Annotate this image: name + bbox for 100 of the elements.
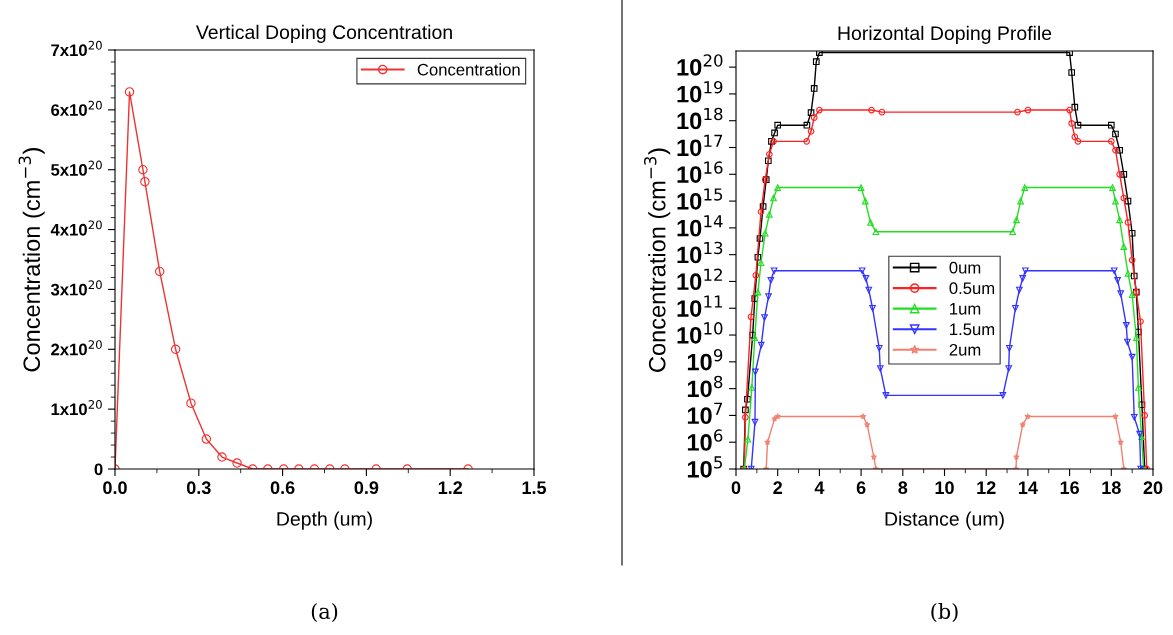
point	[1132, 334, 1140, 342]
legend-label: 2um	[949, 343, 981, 356]
point	[868, 106, 875, 114]
x-tick-label: 1.5	[522, 481, 547, 495]
point	[771, 129, 778, 137]
y-tick-label: 10$^{7}$	[687, 402, 723, 425]
point	[764, 157, 772, 165]
y-tick-label: 10$^{9}$	[687, 348, 723, 371]
x-tick-label: 14	[1019, 481, 1038, 494]
y-tick-label: 3x10$^{20}$	[50, 280, 102, 296]
point	[1112, 146, 1119, 154]
point	[1116, 146, 1123, 154]
point	[774, 413, 781, 420]
x-tick-label: 0.3	[186, 481, 211, 495]
point	[1135, 328, 1142, 336]
text: (b)	[931, 602, 958, 622]
point	[803, 121, 811, 129]
point	[1141, 412, 1148, 419]
point	[759, 203, 767, 210]
point	[752, 271, 760, 279]
point	[1024, 413, 1031, 420]
point	[1012, 304, 1019, 312]
y-tick-label: 10$^{17}$	[677, 134, 723, 157]
point	[770, 194, 777, 202]
point	[742, 406, 749, 414]
y-tick-label: 1x10$^{20}$	[51, 400, 102, 416]
point	[1068, 120, 1076, 127]
y-tick-label: 7x10$^{20}$	[51, 40, 102, 57]
x-axis-title: Distance (um)	[885, 511, 1004, 530]
x-tick-label: 8	[898, 481, 908, 495]
point	[752, 368, 759, 376]
point	[1117, 438, 1124, 446]
point	[1006, 344, 1013, 352]
point	[766, 211, 773, 218]
point	[1116, 170, 1123, 178]
point	[863, 421, 871, 428]
point	[1013, 453, 1020, 460]
y-tick-label: 10$^{10}$	[677, 322, 723, 344]
point	[810, 114, 818, 121]
y-tick-label: 10$^{16}$	[677, 161, 723, 183]
y-axis-title: Concentration (cm$^{−3}$)	[18, 148, 45, 372]
point	[770, 267, 778, 275]
legend-label: 1um	[950, 303, 981, 315]
point	[862, 275, 870, 282]
point	[1138, 401, 1146, 409]
y-tick-label: 10$^{19}$	[677, 80, 723, 103]
x-tick-label: 4	[814, 481, 825, 494]
point	[1019, 421, 1026, 428]
y-tick-label: 10$^{12}$	[677, 268, 722, 291]
x-tick-label: 16	[1060, 481, 1079, 495]
point	[1068, 69, 1076, 76]
point	[747, 313, 755, 321]
y-tick-label: 10$^{14}$	[677, 215, 723, 237]
legend-label: Concentration	[417, 63, 520, 76]
point	[765, 293, 772, 301]
point	[1071, 103, 1079, 111]
y-tick-label: 4x10$^{20}$	[50, 220, 102, 236]
x-tick-label: 1.2	[438, 481, 463, 494]
point	[1107, 121, 1115, 129]
point	[807, 128, 815, 135]
x-tick-label: 0.0	[103, 481, 127, 495]
y-tick-label: 6x10$^{20}$	[51, 100, 102, 116]
y-tick-label: 10$^{6}$	[687, 429, 723, 451]
point	[1130, 413, 1138, 421]
point	[757, 341, 765, 349]
point	[1009, 228, 1017, 236]
point	[1016, 286, 1023, 294]
point	[1124, 338, 1131, 346]
x-tick-label: 18	[1102, 481, 1121, 495]
point	[1124, 270, 1132, 277]
point	[1022, 267, 1029, 275]
point	[1117, 290, 1125, 298]
chart-title: Vertical Doping Concentration	[195, 24, 452, 43]
point	[810, 85, 818, 92]
point	[748, 384, 756, 391]
chart-title: Horizontal Doping Profile	[838, 25, 1052, 44]
point	[744, 435, 752, 443]
y-tick-label: 10$^{20}$	[677, 54, 723, 76]
point	[742, 413, 749, 421]
legend-label: 0.5um	[949, 282, 995, 295]
point	[756, 235, 764, 242]
x-tick-label: 2	[773, 481, 782, 494]
point	[1074, 137, 1082, 145]
x-tick-label: 0.9	[354, 481, 379, 495]
point	[1124, 219, 1132, 226]
point	[771, 415, 778, 422]
y-tick-label: 10$^{8}$	[687, 375, 723, 398]
y-tick-label: 2x10$^{20}$	[51, 340, 102, 356]
y-tick-label: 10$^{18}$	[677, 107, 723, 130]
point	[1120, 243, 1128, 250]
point	[1110, 267, 1118, 275]
point	[1120, 194, 1128, 202]
point	[1005, 365, 1013, 372]
text: (a)	[311, 602, 338, 622]
point	[812, 58, 820, 65]
x-axis-title: Depth (um)	[277, 511, 372, 530]
point	[865, 286, 873, 294]
y-tick-label: 10$^{15}$	[677, 188, 723, 210]
point	[999, 392, 1007, 399]
point	[757, 208, 765, 216]
